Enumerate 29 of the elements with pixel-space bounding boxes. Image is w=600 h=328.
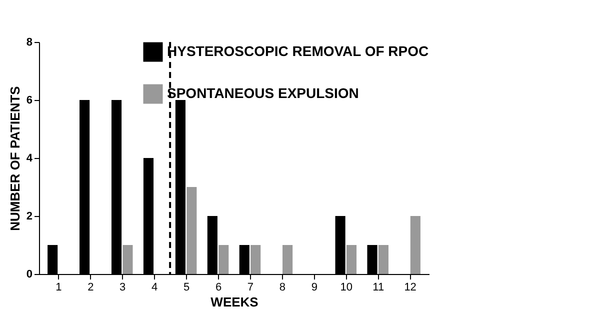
x-tick-label: 9 [311, 282, 318, 294]
x-tick-label: 8 [279, 282, 286, 294]
x-tick-label: 12 [404, 282, 416, 294]
x-tick-label: 2 [88, 282, 94, 294]
bar [122, 245, 133, 274]
x-axis-title: WEEKS [210, 294, 259, 310]
bar [282, 245, 293, 274]
x-tick-label: 7 [247, 282, 254, 294]
bar [186, 187, 197, 274]
x-tick-label: 5 [183, 282, 190, 294]
y-tick-label: 6 [26, 94, 32, 106]
bar [218, 245, 229, 274]
y-tick-label: 2 [26, 210, 32, 222]
x-tick-label: 6 [215, 282, 222, 294]
y-axis-title: NUMBER OF PATIENTS [7, 86, 22, 231]
x-tick-label: 3 [120, 282, 126, 294]
y-tick-label: 0 [26, 268, 32, 280]
y-tick-label: 4 [26, 152, 34, 164]
y-tick-label: 8 [26, 36, 32, 48]
bar [410, 216, 420, 274]
legend-label: SPONTANEOUS EXPULSION [167, 85, 359, 101]
bar [378, 245, 388, 274]
x-tick-label: 10 [340, 282, 353, 294]
bar [250, 245, 261, 274]
x-tick-label: 11 [372, 282, 384, 294]
legend-label: HYSTEROSCOPIC REMOVAL OF RPOC [167, 43, 429, 59]
x-tick-label: 4 [152, 282, 158, 294]
x-tick-label: 1 [56, 282, 62, 294]
bar [346, 245, 357, 274]
